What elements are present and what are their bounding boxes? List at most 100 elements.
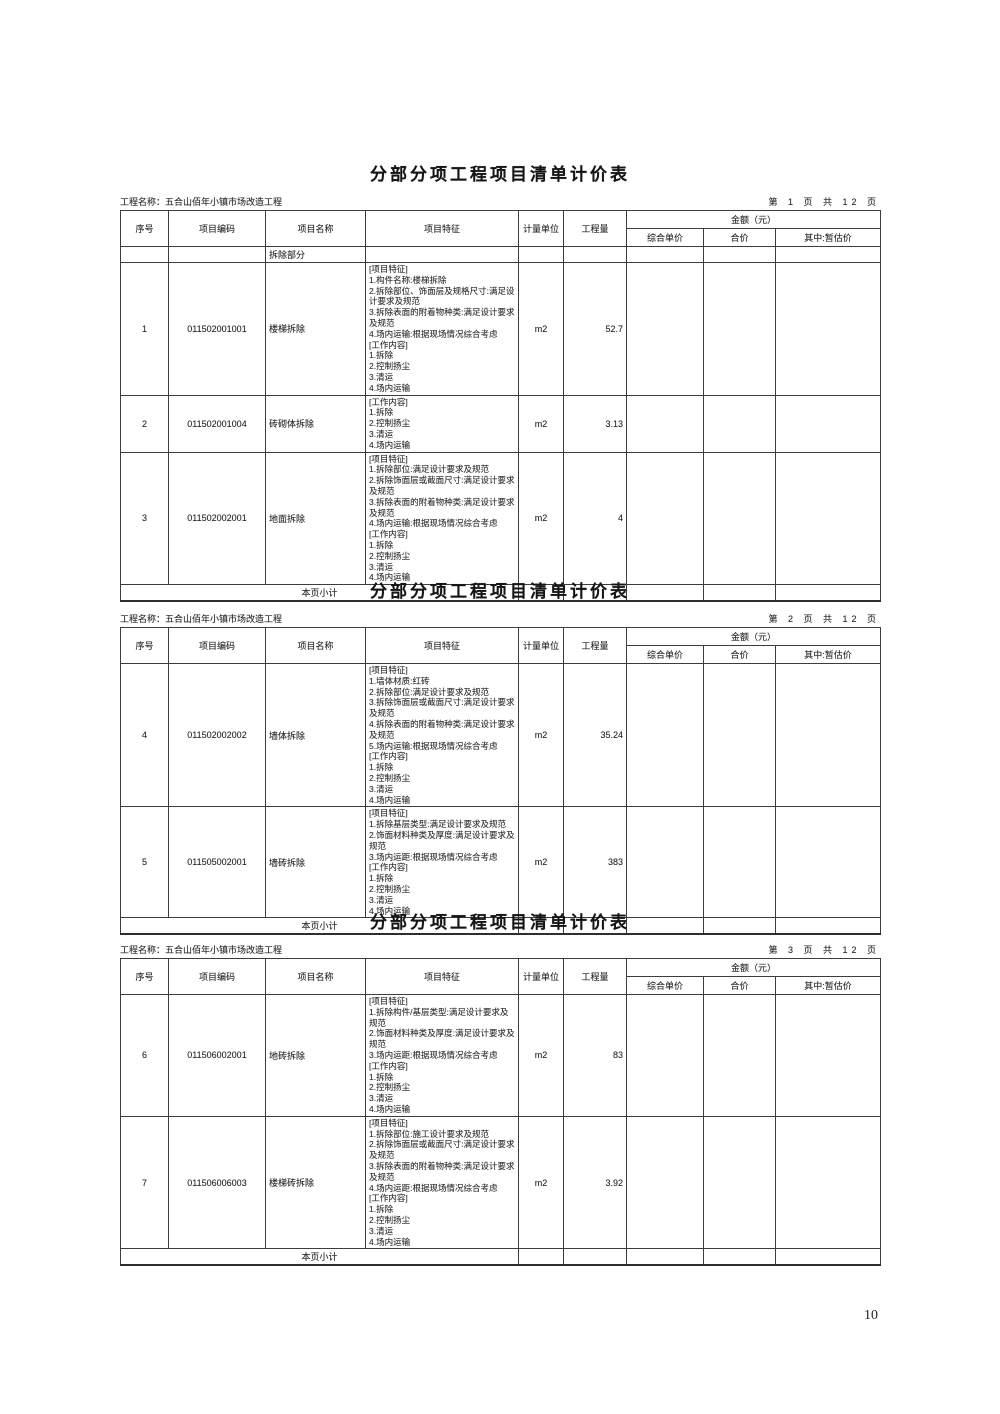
column-header-0: 序号 bbox=[120, 627, 169, 664]
column-header-2: 项目名称 bbox=[265, 627, 366, 664]
table-row: 7 011506006003 楼梯砖拆除 [项目特征] 1.拆除部位:施工设计要求及规… bbox=[120, 1115, 882, 1250]
cell-unit bbox=[518, 246, 564, 263]
project-name-label: 工程名称：五合山佰年小镇市场改造工程 bbox=[120, 197, 283, 207]
column-subheader-amount-0: 综合单价 bbox=[626, 228, 704, 247]
table-row: 3 011502002001 地面拆除 [项目特征] 1.拆除部位:满足设计要求及规范… bbox=[120, 451, 882, 586]
column-subheader-amount-2: 其中:暂估价 bbox=[774, 976, 882, 995]
table-title: 分部分项工程项目清单计价表 bbox=[370, 913, 630, 932]
cell-qty: 383 bbox=[563, 806, 627, 919]
cell-name: 墙砖拆除 bbox=[265, 806, 366, 919]
subtotal-label: 本页小计 bbox=[120, 1248, 519, 1266]
cell-unit-price bbox=[626, 262, 704, 396]
cell-provisional bbox=[774, 1115, 882, 1250]
cell-name: 地砖拆除 bbox=[265, 994, 366, 1117]
column-header-5: 工程量 bbox=[563, 210, 627, 247]
cell-seq: 2 bbox=[120, 394, 169, 453]
cell-unit-price bbox=[626, 662, 704, 808]
subtotal-label: 本页小计 bbox=[120, 584, 519, 602]
column-header-5: 工程量 bbox=[563, 627, 627, 664]
cell-name: 墙体拆除 bbox=[265, 662, 366, 808]
cell-code: 011506006003 bbox=[168, 1115, 266, 1250]
cell-seq: 7 bbox=[120, 1115, 169, 1250]
column-header-4: 计量单位 bbox=[518, 627, 564, 664]
bq-table: 序号 项目编码 项目名称 项目特征 计量单位 工程量 金额（元） 综合单价 合价 其中:暂估价 拆除… bbox=[120, 210, 882, 603]
bq-section-1: 分部分项工程项目清单计价表 工程名称：五合山佰年小镇市场改造工程 第 1 页 共… bbox=[120, 160, 882, 603]
cell-provisional bbox=[774, 394, 882, 453]
cell-features: [项目特征] 1.拆除构件/基层类型:满足设计要求及规范 2.饰面材料种类及厚度… bbox=[365, 994, 519, 1117]
cell-unit: m2 bbox=[518, 994, 564, 1117]
cell-qty bbox=[563, 246, 627, 263]
cell-total-price bbox=[703, 806, 776, 919]
cell-qty: 35.24 bbox=[563, 662, 627, 808]
table-meta: 工程名称：五合山佰年小镇市场改造工程 第 3 页 共 12 页 bbox=[120, 943, 880, 956]
cell-code bbox=[168, 246, 266, 263]
cell-unit-price bbox=[626, 1115, 704, 1250]
column-header-2: 项目名称 bbox=[265, 958, 366, 995]
column-subheader-amount-0: 综合单价 bbox=[626, 976, 704, 995]
cell-unit-price bbox=[626, 394, 704, 453]
footer-row: 本页小计 bbox=[120, 917, 882, 935]
bq-section-3: 分部分项工程项目清单计价表 工程名称：五合山佰年小镇市场改造工程 第 3 页 共… bbox=[120, 908, 882, 1267]
page-indicator: 第 2 页 共 12 页 bbox=[768, 614, 880, 624]
column-header-amount-group: 金额（元） bbox=[625, 210, 882, 229]
cell-provisional bbox=[774, 584, 882, 602]
column-subheader-amount-1: 合价 bbox=[703, 645, 776, 664]
column-subheader-amount-2: 其中:暂估价 bbox=[774, 645, 882, 664]
cell-qty: 3.13 bbox=[563, 394, 627, 453]
document-page-number: 10 bbox=[864, 1308, 878, 1323]
column-header-4: 计量单位 bbox=[518, 210, 564, 247]
cell-features bbox=[365, 246, 519, 263]
cell-unit: m2 bbox=[518, 262, 564, 396]
table-title: 分部分项工程项目清单计价表 bbox=[370, 582, 630, 601]
table-row: 5 011505002001 墙砖拆除 [项目特征] 1.拆除基层类型:满足设计要求及… bbox=[120, 806, 882, 919]
cell-total-price bbox=[703, 1115, 776, 1250]
column-subheader-amount-1: 合价 bbox=[703, 976, 776, 995]
cell-features: [项目特征] 1.拆除部位:满足设计要求及规范 2.拆除饰面层或截面尺寸:满足设… bbox=[365, 451, 519, 586]
column-header-3: 项目特征 bbox=[365, 210, 519, 247]
table-row: 1 011502001001 楼梯拆除 [项目特征] 1.构件名称:楼梯拆除 2.拆除… bbox=[120, 262, 882, 396]
cell-seq: 3 bbox=[120, 451, 169, 586]
column-subheader-amount-1: 合价 bbox=[703, 228, 776, 247]
cell-qty: 83 bbox=[563, 994, 627, 1117]
column-header-3: 项目特征 bbox=[365, 627, 519, 664]
cell-unit: m2 bbox=[518, 1115, 564, 1250]
column-header-amount-group: 金额（元） bbox=[625, 627, 882, 646]
page-indicator: 第 3 页 共 12 页 bbox=[768, 945, 880, 955]
cell-total-price bbox=[703, 662, 776, 808]
cell-total-price bbox=[703, 1248, 776, 1266]
cell-total-price bbox=[703, 246, 776, 263]
cell-unit-price bbox=[626, 451, 704, 586]
cell-seq bbox=[120, 246, 169, 263]
cell-provisional bbox=[774, 806, 882, 919]
column-header-4: 计量单位 bbox=[518, 958, 564, 995]
footer-row: 本页小计 bbox=[120, 584, 882, 602]
bq-section-2: 分部分项工程项目清单计价表 工程名称：五合山佰年小镇市场改造工程 第 2 页 共… bbox=[120, 577, 882, 936]
cell-unit-price bbox=[626, 994, 704, 1117]
cell-provisional bbox=[774, 662, 882, 808]
cell-provisional bbox=[774, 917, 882, 935]
footer-row: 本页小计 bbox=[120, 1248, 882, 1266]
column-header-0: 序号 bbox=[120, 210, 169, 247]
cell-provisional bbox=[774, 451, 882, 586]
column-header-3: 项目特征 bbox=[365, 958, 519, 995]
cell-unit-price bbox=[626, 806, 704, 919]
project-name-label: 工程名称：五合山佰年小镇市场改造工程 bbox=[120, 614, 283, 624]
cell-name: 砖砌体拆除 bbox=[265, 394, 366, 453]
cell-provisional bbox=[774, 262, 882, 396]
cell-provisional bbox=[774, 246, 882, 263]
cell-qty: 4 bbox=[563, 451, 627, 586]
column-header-5: 工程量 bbox=[563, 958, 627, 995]
cell-unit: m2 bbox=[518, 806, 564, 919]
column-header-1: 项目编码 bbox=[168, 210, 266, 247]
cell-provisional bbox=[774, 1248, 882, 1266]
cell-unit-price bbox=[626, 246, 704, 263]
cell-qty: 3.92 bbox=[563, 1115, 627, 1250]
cell-features: [项目特征] 1.墙体材质:红砖 2.拆除部位:满足设计要求及规范 3.拆除饰面… bbox=[365, 662, 519, 808]
column-subheader-amount-2: 其中:暂估价 bbox=[774, 228, 882, 247]
cell-code: 011502002002 bbox=[168, 662, 266, 808]
column-header-2: 项目名称 bbox=[265, 210, 366, 247]
table-title: 分部分项工程项目清单计价表 bbox=[370, 165, 630, 184]
cell-code: 011506002001 bbox=[168, 994, 266, 1117]
cell-features: [工作内容] 1.拆除 2.控制扬尘 3.清运 4.场内运输 bbox=[365, 394, 519, 453]
